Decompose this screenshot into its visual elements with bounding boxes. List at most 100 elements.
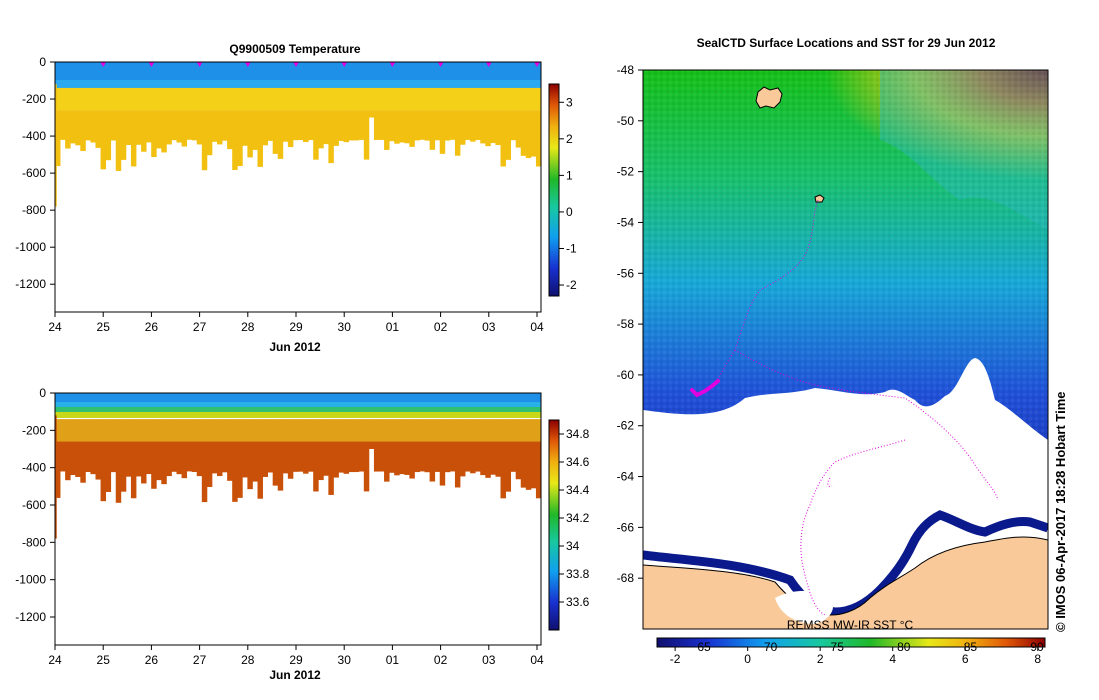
profile-lower: [318, 110, 324, 149]
profile-lower: [434, 441, 441, 472]
x-tick-label: 25: [97, 653, 111, 667]
profile-upper: [252, 419, 258, 442]
profile-upper: [237, 87, 243, 111]
profile-lower: [242, 441, 248, 478]
y-tick-label: -200: [22, 92, 46, 106]
colorbar-tick-label: 34.6: [566, 455, 590, 469]
profile-lower: [373, 110, 380, 140]
profile-lower: [65, 110, 71, 149]
profile-lower: [470, 441, 476, 474]
profile-upper: [470, 87, 476, 111]
sst-tick-label-f: 85: [964, 640, 978, 654]
profile-upper: [181, 419, 188, 442]
profile-upper: [141, 87, 147, 111]
profile-lower: [465, 110, 471, 140]
profile-upper: [313, 419, 319, 442]
profile-upper: [186, 87, 193, 111]
profile-upper: [373, 419, 380, 442]
profile-lower: [161, 110, 167, 153]
sst-tick-label-c: -2: [670, 652, 681, 666]
profile-upper: [166, 87, 172, 111]
profile-lower: [530, 110, 537, 157]
colorbar-tick-label: 2: [566, 132, 573, 146]
profile-upper: [110, 87, 117, 111]
profile-lower: [120, 110, 127, 160]
profile-lower: [460, 441, 466, 477]
profile-lower: [292, 110, 299, 141]
profile-lower: [409, 110, 415, 147]
profile-upper: [257, 419, 263, 442]
profile-upper: [495, 87, 501, 111]
sst-map-panel: SealCTD Surface Locations and SST for 29…: [617, 36, 1068, 666]
profile-upper: [125, 87, 132, 111]
profile-lower: [318, 441, 324, 481]
map-y-tick-label: -52: [617, 165, 635, 179]
profile-upper: [460, 419, 466, 442]
profile-upper: [222, 419, 228, 442]
profile-upper: [409, 419, 415, 442]
profile-upper: [505, 87, 512, 111]
profile-lower: [465, 441, 471, 472]
profile-upper: [156, 87, 162, 111]
profile-upper: [424, 87, 431, 111]
profile-upper: [277, 419, 284, 442]
profile-lower: [449, 441, 456, 472]
profile-upper: [460, 87, 466, 111]
profile-upper: [535, 419, 542, 442]
x-tick-label: 01: [386, 653, 400, 667]
profile-upper: [100, 419, 107, 442]
profile-upper: [338, 419, 344, 442]
profile-lower: [120, 441, 127, 492]
profile-lower: [303, 110, 309, 143]
profile-upper: [70, 87, 76, 111]
profile-lower: [449, 110, 456, 140]
temperature-heatmap: [55, 62, 542, 207]
salinity-axes-frame: [54, 392, 542, 646]
profile-lower: [166, 110, 172, 145]
salinity-colorbar: [548, 419, 560, 631]
profile-lower: [115, 110, 122, 171]
profile-upper: [85, 419, 91, 442]
profile-upper: [55, 87, 61, 111]
profile-upper: [298, 87, 304, 111]
x-tick-label: 26: [145, 320, 159, 334]
profile-upper: [105, 419, 112, 442]
profile-upper: [95, 87, 101, 111]
profile-upper: [151, 87, 157, 111]
profile-lower: [141, 441, 147, 484]
y-tick-label: -600: [22, 498, 46, 512]
profile-lower: [292, 441, 299, 472]
x-tick-label: 28: [241, 320, 255, 334]
profile-lower: [414, 110, 420, 141]
y-tick-label: -1200: [15, 610, 46, 624]
profile-upper: [130, 419, 137, 442]
profile-lower: [75, 110, 81, 146]
profile-upper: [389, 419, 395, 442]
profile-lower: [303, 441, 309, 474]
profile-lower: [358, 110, 365, 140]
colorbar-tick-label: 34.4: [566, 483, 590, 497]
colorbar-tick-label: 34.8: [566, 427, 590, 441]
profile-lower: [262, 110, 269, 146]
profile-lower: [515, 110, 522, 148]
profile-lower: [368, 110, 375, 118]
profile-upper: [262, 419, 269, 442]
sst-colorbar: [656, 637, 1046, 648]
profile-upper: [242, 419, 248, 442]
profile-lower: [343, 441, 350, 474]
profile-lower: [176, 110, 182, 143]
profile-lower: [196, 110, 203, 145]
profile-upper: [95, 419, 101, 442]
x-tick-label: 04: [530, 320, 544, 334]
x-tick-label: 04: [530, 653, 544, 667]
map-y-tick-label: -48: [617, 63, 635, 77]
profile-lower: [363, 441, 370, 492]
profile-lower: [171, 441, 177, 472]
profile-marker: [293, 62, 299, 67]
profile-upper: [282, 419, 289, 442]
profile-lower: [404, 110, 410, 144]
profile-upper: [520, 87, 527, 111]
profile-upper: [146, 419, 152, 442]
profile-upper: [525, 87, 532, 111]
profile-lower: [282, 110, 289, 142]
